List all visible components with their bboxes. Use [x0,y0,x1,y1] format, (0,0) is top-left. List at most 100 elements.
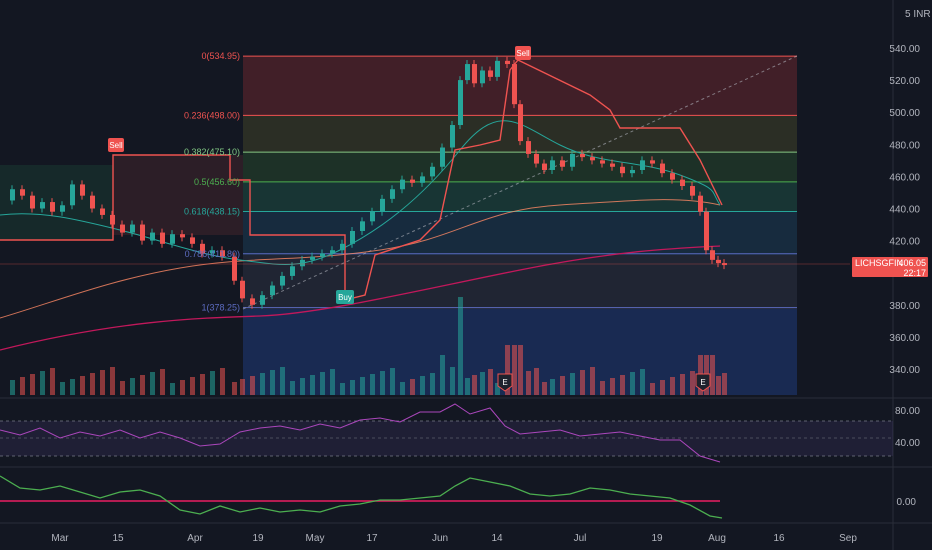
oscillator-pane[interactable] [0,475,723,519]
candle-body [120,224,125,233]
fib-retracement-zones [243,56,797,395]
candle-body [512,64,517,105]
volume-bar [550,379,555,395]
candle-body [495,60,500,77]
volume-bar [20,377,25,395]
candle-body [704,211,709,251]
candle-body [465,64,470,81]
volume-bar [240,379,245,395]
candle-body [280,275,285,286]
volume-bar [170,383,175,395]
scale-indicator[interactable]: 5 INR [905,9,931,20]
candle-body [190,237,195,244]
sell-signal-1[interactable]: Sell [108,138,124,152]
candle-body [20,189,25,196]
last-price: 406.05 [898,258,926,268]
price-axis-label: 480.00 [889,140,920,151]
volume-bar [505,345,510,395]
volume-bar [512,345,517,395]
candle-body [488,70,493,77]
candle-body [300,259,305,267]
buy-signal[interactable]: Buy [336,290,354,304]
volume-bar [260,373,265,395]
candle-body [310,256,315,260]
volume-bar [370,374,375,395]
earnings-marker-label: E [700,378,705,387]
supertrend-line [0,59,723,301]
volume-bar [250,376,255,395]
candle-body [472,64,477,84]
candle-body [240,280,245,299]
volume-bar [232,382,237,395]
volume-bar [560,376,565,395]
volume-bar [450,367,455,395]
candle-body [440,147,445,167]
price-axis-label: 540.00 [889,44,920,55]
candle-body [220,250,225,257]
volume-bar [650,383,655,395]
candle-body [640,160,645,170]
candle-body [710,250,715,260]
candle-body [370,211,375,222]
candle-body [518,104,523,142]
candle-body [580,153,585,158]
price-axis[interactable]: 540.00 520.00 500.00 480.00 460.00 440.00 420.… [889,44,920,376]
candle-body [30,195,35,209]
fib-level-label: 1(378.25) [201,303,240,313]
volume-bar [360,377,365,395]
sell-zone [113,155,243,235]
rsi-pane[interactable] [0,403,893,463]
candle-body [200,243,205,254]
volume-bar [60,382,65,395]
time-axis-label: 15 [112,533,124,544]
volume-bar [526,371,531,395]
volume-bar [200,374,205,395]
symbol-price-tag[interactable]: LICHSGFIN 406.05 22:17 [852,257,928,278]
candle-body [40,202,45,209]
price-axis-label: 380.00 [889,301,920,312]
candle-body [660,163,665,174]
volume-bar [320,372,325,395]
candle-body [560,160,565,167]
volume-bar [390,368,395,395]
candle-body [80,184,85,196]
volume-bar [420,376,425,395]
price-axis-label: 440.00 [889,205,920,216]
time-axis-label: Jun [432,533,448,544]
volume-bar [160,369,165,395]
earnings-marker-2[interactable]: E [695,373,711,392]
time-axis[interactable]: Mar 15 Apr 19 May 17 Jun 14 Jul 19 Aug 16 Sep [51,533,857,544]
candle-body [260,295,265,305]
price-candles[interactable] [10,56,727,309]
time-axis-label: 16 [773,533,785,544]
fib-level-label: 0.236(498.00) [184,110,240,120]
sell-signal-2[interactable]: Sell [515,46,531,60]
candle-body [170,234,175,244]
osc-axis-label: 0.00 [897,497,917,508]
candle-body [505,60,510,65]
rsi-axis-label: 40.00 [895,438,920,449]
symbol-name: LICHSGFIN [855,258,903,268]
volume-bar [210,371,215,395]
price-axis-label: 420.00 [889,237,920,248]
volume-bar [290,381,295,395]
time-axis-label: 14 [491,533,503,544]
volume-bar [542,382,547,395]
volume-bar [580,370,585,395]
volume-bar [300,378,305,395]
volume-bar [680,374,685,395]
buy-signal-label: Buy [338,293,352,302]
fib-level-label: 0.382(475.10) [184,147,240,157]
fib-level-label: 0.786(411.80) [185,249,240,259]
rsi-line [0,403,721,463]
candle-body [250,298,255,305]
time-axis-label: May [306,533,325,544]
volume-bar [130,378,135,395]
candle-body [420,176,425,183]
volume-bar [340,383,345,395]
volume-bar [495,383,500,395]
candle-body [330,250,335,254]
volume-bar [280,367,285,395]
earnings-marker-1[interactable]: E [497,373,513,392]
